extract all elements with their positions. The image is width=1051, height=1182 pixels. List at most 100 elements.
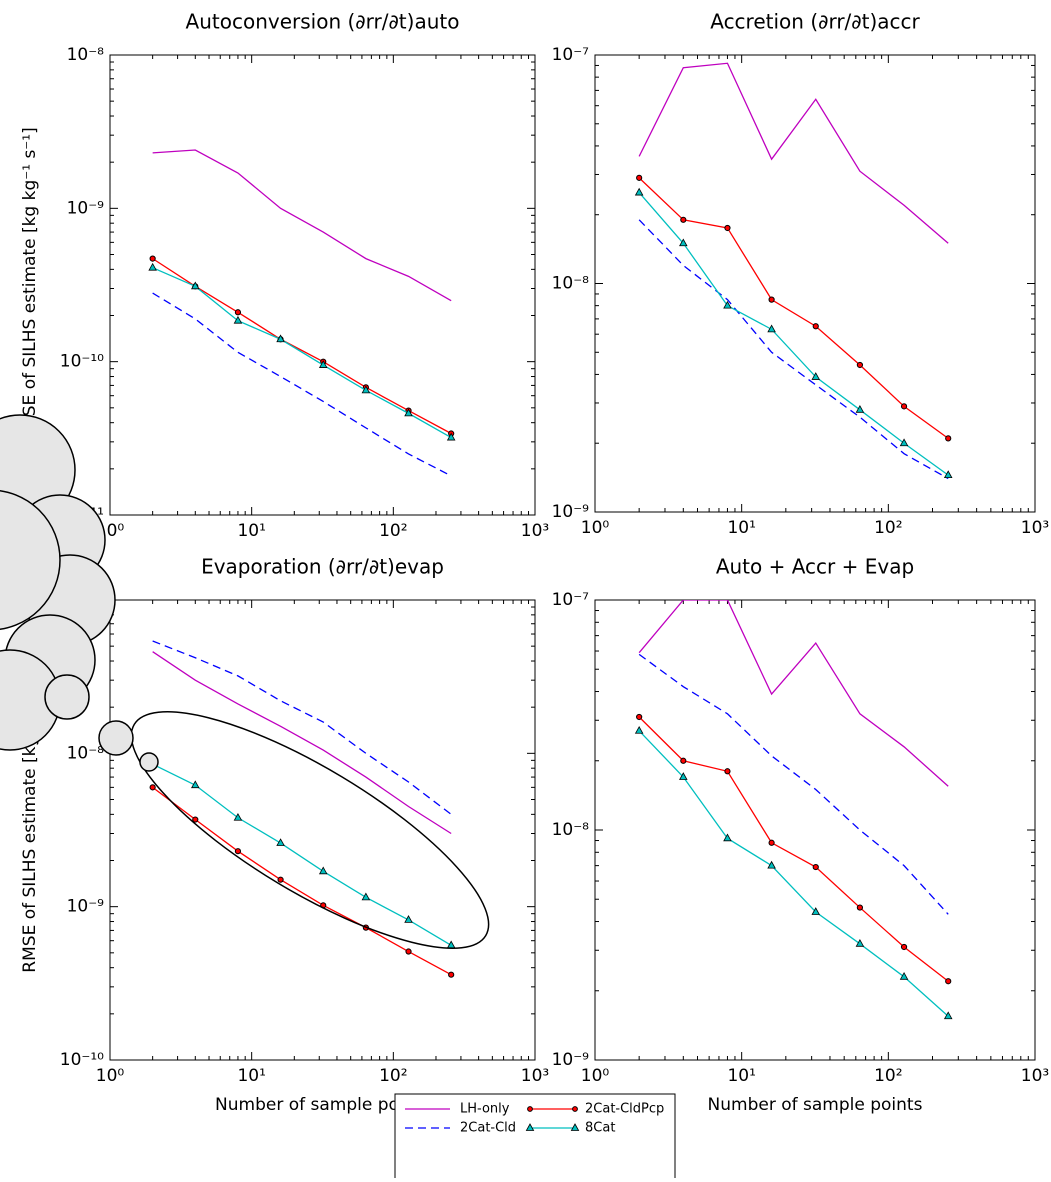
marker: [318, 866, 328, 875]
subplot: 10⁰10¹10²10³10⁻¹⁰10⁻⁹10⁻⁸10⁻⁷Evaporation…: [20, 555, 549, 1116]
marker: [634, 725, 644, 734]
data-layer: [634, 62, 953, 480]
marker: [811, 907, 821, 915]
marker: [680, 757, 687, 764]
marker: [634, 187, 644, 196]
marker: [148, 262, 157, 271]
marker: [233, 315, 243, 324]
legend-label: LH-only: [460, 1102, 510, 1117]
marker: [636, 713, 643, 721]
marker: [943, 470, 953, 479]
marker: [233, 812, 243, 821]
marker: [768, 839, 775, 846]
series-line: [152, 640, 452, 815]
marker: [679, 772, 688, 780]
series-line: [638, 730, 949, 1017]
marker: [404, 408, 413, 417]
y-tick-label: 10⁻⁹: [67, 897, 105, 917]
marker: [405, 948, 412, 955]
legend-marker: [570, 1123, 580, 1131]
y-tick-label: 10⁻¹⁰: [60, 352, 104, 372]
plot-frame: [109, 54, 536, 516]
marker: [855, 938, 865, 947]
marker: [680, 216, 687, 223]
series-line: [152, 258, 452, 435]
x-tick-label: 10³: [1021, 1066, 1049, 1086]
data-layer: [634, 600, 953, 1020]
series-line: [152, 292, 452, 477]
legend-marker: [527, 1106, 533, 1112]
bubble-dot: [44, 674, 90, 720]
legend-label: 8Cat: [585, 1121, 615, 1136]
x-tick-label: 10¹: [727, 1066, 755, 1086]
highlight-ellipse: [130, 711, 490, 949]
marker: [448, 971, 455, 978]
x-tick-label: 10²: [379, 1066, 407, 1086]
marker: [276, 838, 285, 846]
subplot: 10⁰ 10¹ 10² 10³ 10⁻⁹ 10⁻⁸ 10⁻⁷ Accretion (∂rr/∂…: [552, 10, 1050, 539]
series-line: [638, 62, 949, 244]
marker: [945, 435, 952, 442]
y-tick-label: 10⁻⁹: [552, 1050, 590, 1070]
marker: [767, 860, 776, 869]
marker: [812, 863, 819, 871]
y-tick-label: 10⁻¹⁰: [60, 1050, 104, 1070]
y-tick-label: 10⁻⁹: [552, 502, 590, 522]
plot-frame: [109, 599, 536, 1061]
y-axis-label: RMSE of SILHS estimate [kg kg⁻¹]: [20, 687, 40, 972]
marker: [446, 432, 456, 441]
legend-label: 2Cat-Cld: [460, 1121, 516, 1136]
marker: [900, 943, 908, 951]
series-line: [638, 716, 949, 982]
marker: [679, 238, 688, 247]
series-line: [638, 653, 949, 915]
marker: [724, 768, 731, 775]
marker: [856, 361, 864, 369]
marker: [768, 296, 775, 303]
y-tick-label: 10⁻⁷: [552, 590, 590, 610]
marker: [192, 816, 199, 823]
marker: [943, 1011, 953, 1020]
marker: [277, 876, 284, 883]
marker: [234, 309, 242, 316]
marker: [191, 281, 200, 290]
bubble-dot: [139, 752, 159, 772]
y-axis-label: RMSE of SILHS estimate [kg kg⁻¹ s⁻¹]: [20, 127, 40, 442]
marker: [899, 438, 909, 447]
subplot: 10⁰10¹10²10³10⁻¹¹10⁻¹⁰10⁻⁹10⁻⁸Autoconver…: [20, 10, 549, 542]
marker: [724, 224, 731, 232]
marker: [149, 784, 156, 791]
chart-title: Accretion (∂rr/∂t)accr: [710, 10, 920, 34]
y-tick-label: 10⁻⁸: [552, 820, 590, 840]
y-tick-label: 10⁻⁹: [67, 198, 105, 218]
x-tick-label: 10⁰: [96, 1066, 125, 1086]
marker: [723, 300, 732, 309]
thought-bubble: [0, 414, 490, 949]
bubble-dot: [98, 720, 134, 756]
plot-frame: [594, 599, 1036, 1061]
x-tick-label: 10¹: [237, 521, 265, 541]
legend-marker: [525, 1123, 535, 1131]
subplot: 10⁰ 10¹ 10² 10³ 10⁻⁹ 10⁻⁸ 10⁻⁷ Auto + Accr + Ev…: [552, 555, 1050, 1116]
marker: [899, 971, 909, 980]
plot-frame: [594, 54, 1036, 513]
x-tick-label: 10²: [379, 521, 407, 541]
x-axis-label: Number of sample points: [708, 1095, 923, 1115]
y-tick-label: 10⁻⁸: [552, 274, 590, 294]
series-line: [638, 219, 949, 480]
x-tick-label: 10¹: [727, 518, 755, 538]
x-axis-label: Number of sample points: [215, 1095, 430, 1115]
x-tick-label: 10⁰: [581, 1066, 610, 1086]
x-tick-label: 10³: [521, 1066, 549, 1086]
marker: [856, 904, 864, 911]
series-line: [638, 192, 949, 476]
marker: [191, 780, 200, 789]
series-line: [152, 651, 452, 835]
legend: LH-only 2Cat-Cld 2Cat-CldPcp 8Cat: [394, 1093, 676, 1182]
series-line: [152, 149, 452, 302]
y-tick-label: 10⁻⁷: [552, 45, 590, 65]
marker: [945, 978, 952, 985]
x-tick-label: 10¹: [237, 1066, 265, 1086]
chart-title: Autoconversion (∂rr/∂t)auto: [186, 10, 460, 34]
